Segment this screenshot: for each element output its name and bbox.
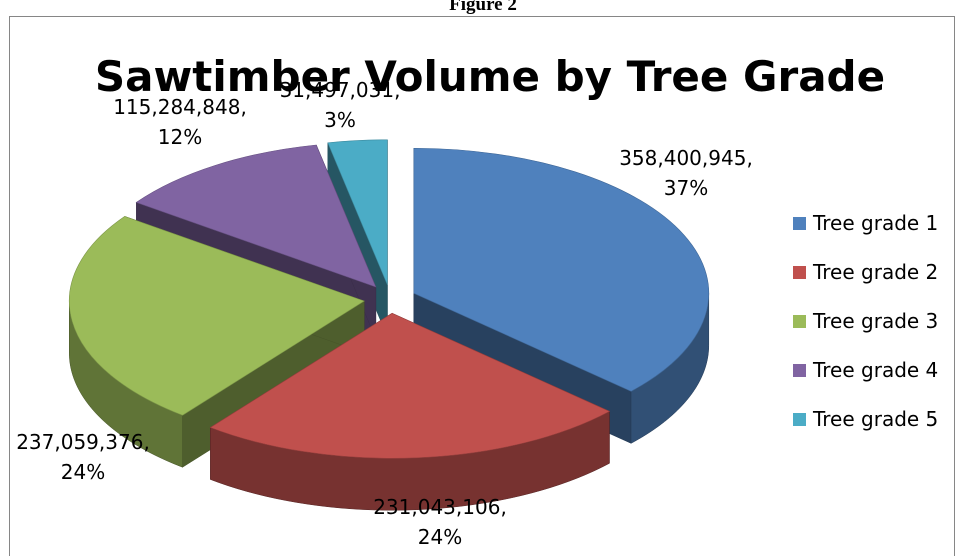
data-label-value-5: 31,497,031,: [280, 78, 401, 102]
data-label-percent-2: 24%: [418, 525, 462, 549]
legend-label-3: Tree grade 3: [812, 309, 938, 333]
data-label-percent-5: 3%: [324, 108, 356, 132]
legend-swatch-3: [793, 315, 806, 328]
legend-label-4: Tree grade 4: [812, 358, 938, 382]
data-label-value-1: 358,400,945,: [619, 146, 753, 170]
data-label-percent-4: 12%: [158, 125, 202, 149]
legend-swatch-4: [793, 364, 806, 377]
legend-swatch-2: [793, 266, 806, 279]
data-label-percent-1: 37%: [664, 176, 708, 200]
legend: Tree grade 1 Tree grade 2 Tree grade 3 Tree…: [793, 211, 938, 431]
data-label-value-3: 237,059,376,: [16, 430, 150, 454]
legend-label-2: Tree grade 2: [812, 260, 938, 284]
legend-swatch-5: [793, 413, 806, 426]
legend-label-5: Tree grade 5: [812, 407, 938, 431]
figure-caption: Figure 2: [449, 0, 517, 15]
pie-slice-2: [209, 312, 611, 511]
legend-label-1: Tree grade 1: [812, 211, 938, 235]
chart-title: Sawtimber Volume by Tree Grade: [95, 52, 885, 101]
data-labels: 358,400,945, 37% 231,043,106, 24% 237,059,37…: [16, 78, 753, 549]
pie-group: [68, 139, 710, 511]
chart-frame: Sawtimber Volume by Tree Grade 358,400,9…: [9, 16, 955, 556]
legend-swatch-1: [793, 217, 806, 230]
data-label-percent-3: 24%: [61, 460, 105, 484]
data-label-value-2: 231,043,106,: [373, 495, 507, 519]
data-label-value-4: 115,284,848,: [113, 95, 247, 119]
pie-chart: Sawtimber Volume by Tree Grade 358,400,9…: [16, 52, 938, 549]
